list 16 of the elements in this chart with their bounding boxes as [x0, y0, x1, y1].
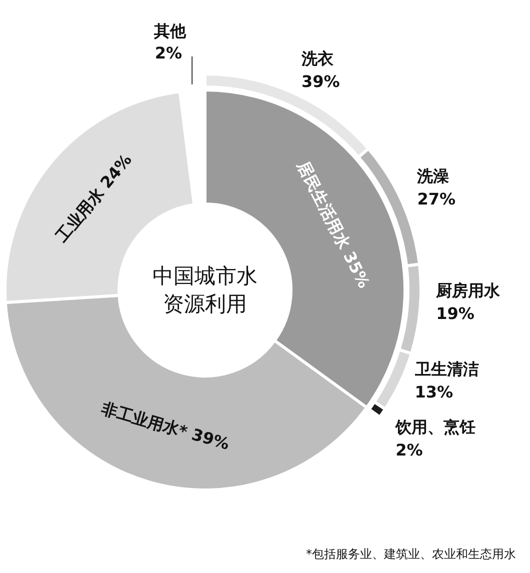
text: *包括服务业、建筑业、农业和生态用水 — [306, 546, 516, 563]
text: 中国城市水资源利用 — [152, 263, 258, 318]
data-label: 13% — [414, 382, 454, 402]
slice-label: 居民生活用水 35% — [292, 156, 374, 292]
data-label: 19% — [436, 304, 474, 323]
data-label: 2% — [396, 440, 423, 460]
data-label: 39% — [301, 72, 340, 92]
slice-label: 洗澡 — [416, 166, 450, 186]
slice-label: 其他 — [153, 22, 188, 41]
slice-label: 卫生清洁 — [414, 359, 479, 378]
data-label: 2% — [154, 44, 182, 63]
slice-label: 厨房用水 — [435, 280, 502, 300]
slice-label: 非工业用水* 39% — [98, 398, 232, 454]
slice-label: 洗衣 — [300, 49, 334, 68]
data-label: 27% — [417, 189, 456, 208]
slice-label: 饮用、烹饪 — [394, 417, 476, 436]
